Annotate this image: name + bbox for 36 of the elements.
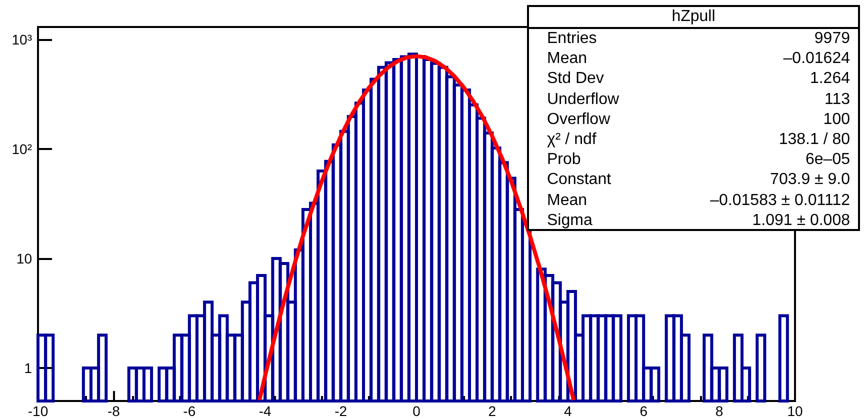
annotation: χ² / ndf <box>547 130 596 150</box>
y-tick-label: 10³ <box>12 31 32 48</box>
annotation: Entries <box>547 29 597 49</box>
y-tick-label: 10 <box>16 250 32 267</box>
text: 113 <box>824 90 850 110</box>
text: 6e–05 <box>806 150 850 170</box>
annotation: Overflow <box>547 110 610 130</box>
y-tick-label: 10² <box>12 140 32 157</box>
annotation: Underflow <box>547 90 620 110</box>
x-tick-label: -10 <box>28 403 48 419</box>
text: 9979 <box>814 29 850 49</box>
x-tick-label: 10 <box>787 403 803 419</box>
annotation: 1.091 ± 0.008 <box>752 210 850 231</box>
annotation: –0.01583 ± 0.01112 <box>710 190 850 210</box>
text: 1.264 <box>810 69 850 90</box>
annotation: Sigma <box>547 210 592 231</box>
x-tick-label: 6 <box>640 403 648 419</box>
y-tick-label: 1 <box>24 360 32 376</box>
x-tick-label: 4 <box>564 403 572 419</box>
annotation: Std Dev <box>547 69 604 90</box>
x-tick-label: -4 <box>258 403 272 419</box>
annotation: Prob <box>547 150 581 170</box>
annotation: 138.1 / 80 <box>778 130 850 150</box>
x-tick-label: 8 <box>715 403 724 419</box>
text: 100 <box>823 110 850 130</box>
annotation: –0.01624 <box>783 49 850 70</box>
x-tick-label: 0 <box>412 403 421 419</box>
x-tick-label: -8 <box>107 403 120 419</box>
annotation: Constant <box>547 170 612 190</box>
text: hZpull <box>529 7 858 29</box>
x-tick-label: -6 <box>183 403 196 419</box>
annotation: 703.9 ± 9.0 <box>770 170 850 190</box>
x-tick-label: -2 <box>334 403 348 419</box>
x-tick-label: 2 <box>488 403 496 419</box>
annotation: Mean <box>547 49 588 70</box>
annotation: Mean <box>547 190 588 210</box>
